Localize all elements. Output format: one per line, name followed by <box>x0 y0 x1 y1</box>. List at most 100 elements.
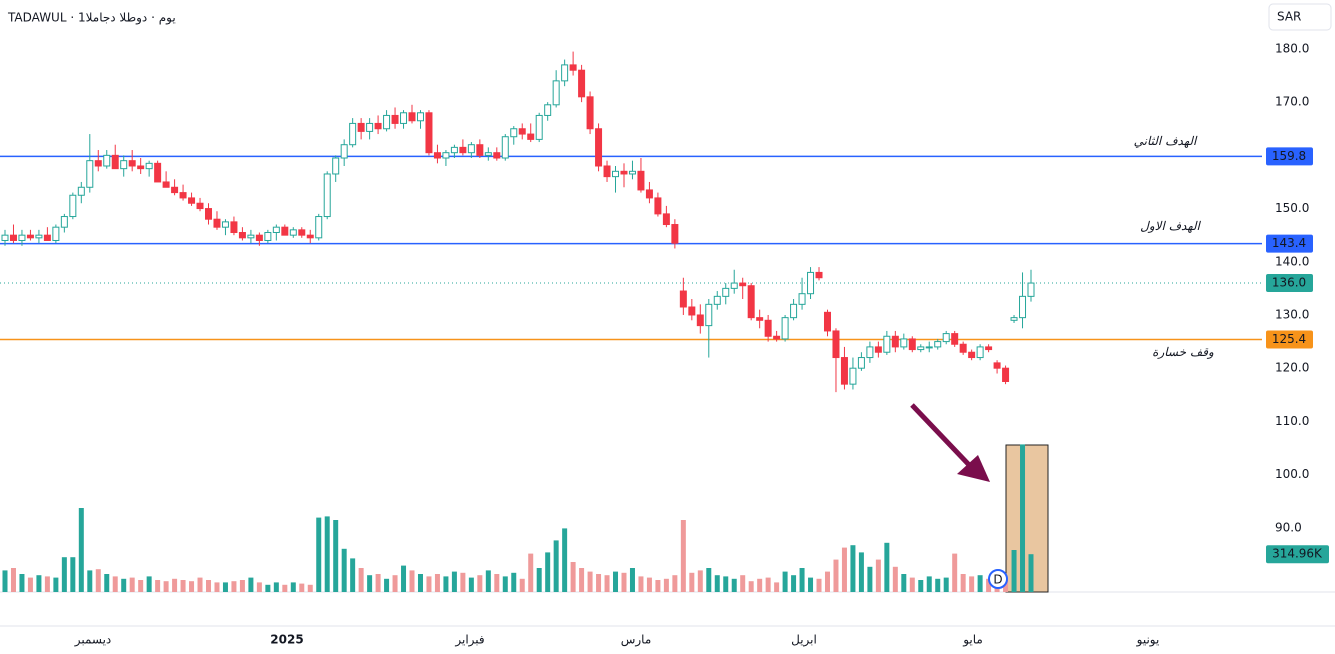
candle-body <box>43 234 51 241</box>
candle-body <box>807 271 815 295</box>
volume-bar <box>189 581 195 592</box>
volume-bar <box>155 580 161 592</box>
volume-bar <box>613 571 619 592</box>
volume-bar <box>757 578 763 592</box>
candle-body <box>247 234 255 239</box>
candle-body <box>196 202 204 210</box>
arrow <box>910 403 990 482</box>
candle-body <box>9 234 17 241</box>
last-price-tag <box>1266 274 1313 293</box>
candle-body <box>450 146 458 154</box>
volume-bar <box>926 576 932 592</box>
volume-bar <box>307 584 313 592</box>
x-tick-label: مايو <box>962 633 983 648</box>
candle-body <box>86 160 94 188</box>
x-tick-label: 2025 <box>270 633 303 647</box>
y-tick-label: 100.0 <box>1275 467 1309 481</box>
volume-bar <box>78 508 84 592</box>
y-tick-label: 120.0 <box>1275 361 1309 375</box>
volume-bar <box>672 575 678 592</box>
volume-bar <box>791 575 797 592</box>
volume-bar <box>867 566 873 592</box>
volume-bar <box>27 577 33 592</box>
candle-body <box>578 69 586 98</box>
candle-body <box>69 194 77 218</box>
volume-bar <box>494 574 500 592</box>
candle-body <box>425 112 433 154</box>
volume-bar <box>299 583 305 592</box>
level-tag-label: 159.8 <box>1272 149 1306 163</box>
volume-bar <box>808 577 814 592</box>
candle-body <box>188 197 196 204</box>
currency-button[interactable] <box>1268 3 1332 31</box>
volume-bar <box>943 577 949 592</box>
candle-body <box>637 170 645 191</box>
volume-bar <box>265 584 271 592</box>
candle-body <box>756 317 764 321</box>
volume-bar <box>579 568 585 592</box>
x-tick-label: يونيو <box>1136 633 1160 648</box>
volume-bar <box>112 576 118 592</box>
candle-body <box>391 114 399 124</box>
volume-bar <box>570 562 576 592</box>
volume-bar <box>477 575 483 592</box>
header-title: TADAWUL · 1يوم · دوطلا دجاملا <box>7 11 176 26</box>
volume-bar <box>901 574 907 592</box>
candle-body <box>764 319 772 337</box>
candle-body <box>340 144 348 159</box>
volume-bar <box>53 577 59 592</box>
candle-body <box>400 112 408 124</box>
dividend-marker <box>988 569 1008 589</box>
volume-bar <box>214 582 220 592</box>
candle-body <box>357 122 365 132</box>
y-tick-label: 140.0 <box>1275 254 1309 268</box>
candle-body <box>857 357 865 369</box>
candle-body <box>213 218 221 228</box>
candle-body <box>561 64 569 82</box>
candle-body <box>18 234 26 241</box>
volume-bar <box>239 580 245 592</box>
candle-body <box>908 338 916 351</box>
volume-tag <box>1266 545 1329 564</box>
volume-bar <box>892 566 898 592</box>
volume-bar <box>409 570 415 592</box>
volume-bar <box>375 574 381 592</box>
x-tick-label: ابريل <box>791 633 817 648</box>
candle-body <box>798 293 806 305</box>
level-tag-label: 125.4 <box>1272 332 1306 346</box>
candle-body <box>272 226 280 234</box>
candle-body <box>179 192 187 199</box>
candle-body <box>985 346 993 351</box>
volume-bar <box>782 571 788 592</box>
volume-bar <box>121 578 127 592</box>
candle-body <box>103 154 111 167</box>
candle-body <box>35 234 43 239</box>
candle-body <box>120 160 128 170</box>
volume-bar <box>358 568 364 592</box>
volume-bar <box>61 557 67 592</box>
candle-body <box>645 189 653 199</box>
candle-body <box>26 234 34 239</box>
volume-bar <box>824 571 830 592</box>
volume-bar <box>87 570 93 592</box>
volume-bar <box>426 576 432 592</box>
level-name: الهدف الاول <box>1140 219 1201 233</box>
plot: 90.0100.0110.0120.0130.0140.0150.0160.01… <box>0 41 1329 648</box>
candle-body <box>467 144 475 154</box>
candle-body <box>289 229 297 236</box>
candle-body <box>679 290 687 308</box>
level-name: الهدف الثاني <box>1134 134 1198 148</box>
volume-bar <box>256 582 262 592</box>
currency-label[interactable]: SAR <box>1277 10 1301 24</box>
volume-bar <box>417 574 423 592</box>
volume-bar <box>443 576 449 592</box>
candle-body <box>790 303 798 319</box>
candle-body <box>781 317 789 340</box>
level-tag <box>1266 330 1313 349</box>
level-tag <box>1266 234 1313 253</box>
candle-body <box>501 136 509 159</box>
volume-bar <box>621 572 627 592</box>
volume-bar <box>986 578 992 592</box>
volume-bar <box>528 553 534 592</box>
